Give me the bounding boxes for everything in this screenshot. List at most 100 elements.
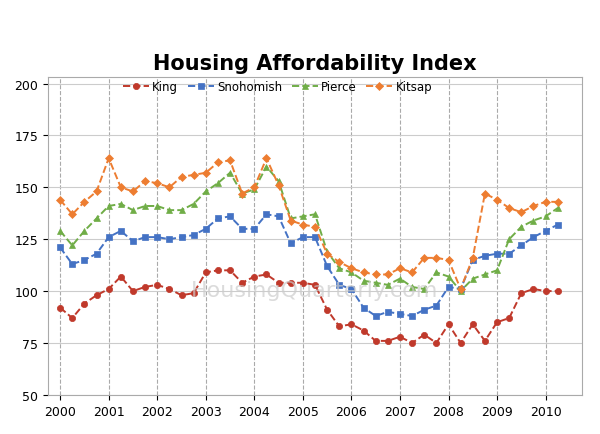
Pierce bbox=[117, 202, 124, 207]
Snohomish bbox=[348, 287, 355, 292]
Pierce bbox=[130, 208, 137, 213]
Kitsap bbox=[287, 218, 295, 224]
Kitsap bbox=[433, 256, 440, 261]
Snohomish bbox=[506, 252, 513, 257]
Snohomish bbox=[554, 223, 562, 228]
King bbox=[154, 283, 161, 288]
King bbox=[275, 280, 282, 286]
Kitsap bbox=[93, 189, 100, 194]
Kitsap bbox=[214, 161, 221, 166]
Snohomish bbox=[166, 237, 173, 242]
Kitsap bbox=[275, 183, 282, 188]
Pierce bbox=[506, 237, 513, 242]
Kitsap bbox=[178, 175, 185, 180]
Pierce bbox=[202, 189, 209, 194]
King bbox=[287, 280, 295, 286]
King bbox=[481, 339, 488, 344]
Snohomish bbox=[190, 233, 197, 238]
Pierce bbox=[481, 272, 488, 277]
Snohomish bbox=[93, 252, 100, 257]
King bbox=[360, 328, 367, 333]
King bbox=[530, 287, 537, 292]
King bbox=[68, 316, 76, 321]
King bbox=[81, 301, 88, 306]
Snohomish bbox=[117, 229, 124, 234]
Snohomish bbox=[263, 212, 270, 217]
Pierce bbox=[409, 285, 416, 290]
Kitsap bbox=[360, 270, 367, 275]
Snohomish bbox=[56, 245, 64, 250]
Pierce bbox=[397, 276, 404, 282]
Pierce bbox=[105, 204, 112, 209]
Pierce bbox=[530, 218, 537, 224]
King bbox=[445, 322, 452, 327]
King bbox=[251, 274, 258, 279]
Snohomish bbox=[457, 287, 464, 292]
King bbox=[542, 289, 549, 294]
King bbox=[335, 324, 343, 329]
Pierce bbox=[421, 287, 428, 292]
Snohomish bbox=[287, 241, 295, 247]
Kitsap bbox=[421, 256, 428, 261]
Pierce bbox=[166, 208, 173, 213]
King bbox=[299, 280, 307, 286]
King bbox=[372, 339, 379, 344]
King bbox=[93, 293, 100, 298]
Snohomish bbox=[360, 306, 367, 311]
Snohomish bbox=[178, 235, 185, 240]
Pierce bbox=[251, 187, 258, 193]
Pierce bbox=[190, 202, 197, 207]
Legend: King, Snohomish, Pierce, Kitsap: King, Snohomish, Pierce, Kitsap bbox=[122, 81, 433, 94]
Pierce bbox=[372, 280, 379, 286]
King bbox=[117, 274, 124, 279]
Snohomish bbox=[154, 235, 161, 240]
King bbox=[166, 287, 173, 292]
Snohomish bbox=[142, 235, 149, 240]
Line: King: King bbox=[57, 268, 561, 346]
Kitsap bbox=[506, 206, 513, 211]
Kitsap bbox=[384, 272, 391, 277]
Pierce bbox=[323, 250, 331, 255]
Pierce bbox=[457, 289, 464, 294]
Pierce bbox=[81, 229, 88, 234]
Pierce bbox=[239, 191, 246, 197]
Pierce bbox=[384, 283, 391, 288]
Pierce bbox=[226, 171, 233, 176]
Kitsap bbox=[397, 266, 404, 271]
King bbox=[56, 306, 64, 311]
Kitsap bbox=[493, 198, 500, 203]
Snohomish bbox=[214, 216, 221, 221]
Pierce bbox=[93, 216, 100, 221]
Kitsap bbox=[190, 173, 197, 178]
Line: Snohomish: Snohomish bbox=[57, 212, 561, 319]
Kitsap bbox=[409, 270, 416, 275]
King bbox=[397, 334, 404, 339]
King bbox=[226, 268, 233, 273]
King bbox=[384, 339, 391, 344]
King bbox=[311, 283, 319, 288]
Pierce bbox=[335, 266, 343, 271]
Snohomish bbox=[251, 227, 258, 232]
King bbox=[130, 289, 137, 294]
Kitsap bbox=[117, 185, 124, 191]
Pierce bbox=[68, 243, 76, 248]
King bbox=[105, 287, 112, 292]
Snohomish bbox=[311, 235, 319, 240]
Snohomish bbox=[542, 229, 549, 234]
Snohomish bbox=[530, 235, 537, 240]
Kitsap bbox=[299, 223, 307, 228]
Snohomish bbox=[397, 312, 404, 317]
Kitsap bbox=[226, 158, 233, 164]
Snohomish bbox=[299, 235, 307, 240]
King bbox=[409, 341, 416, 346]
King bbox=[263, 272, 270, 277]
Pierce bbox=[263, 164, 270, 170]
Kitsap bbox=[518, 210, 525, 215]
Kitsap bbox=[445, 258, 452, 263]
Pierce bbox=[299, 214, 307, 220]
Snohomish bbox=[421, 307, 428, 312]
King bbox=[178, 293, 185, 298]
Pierce bbox=[154, 204, 161, 209]
Kitsap bbox=[105, 156, 112, 161]
Kitsap bbox=[81, 200, 88, 205]
